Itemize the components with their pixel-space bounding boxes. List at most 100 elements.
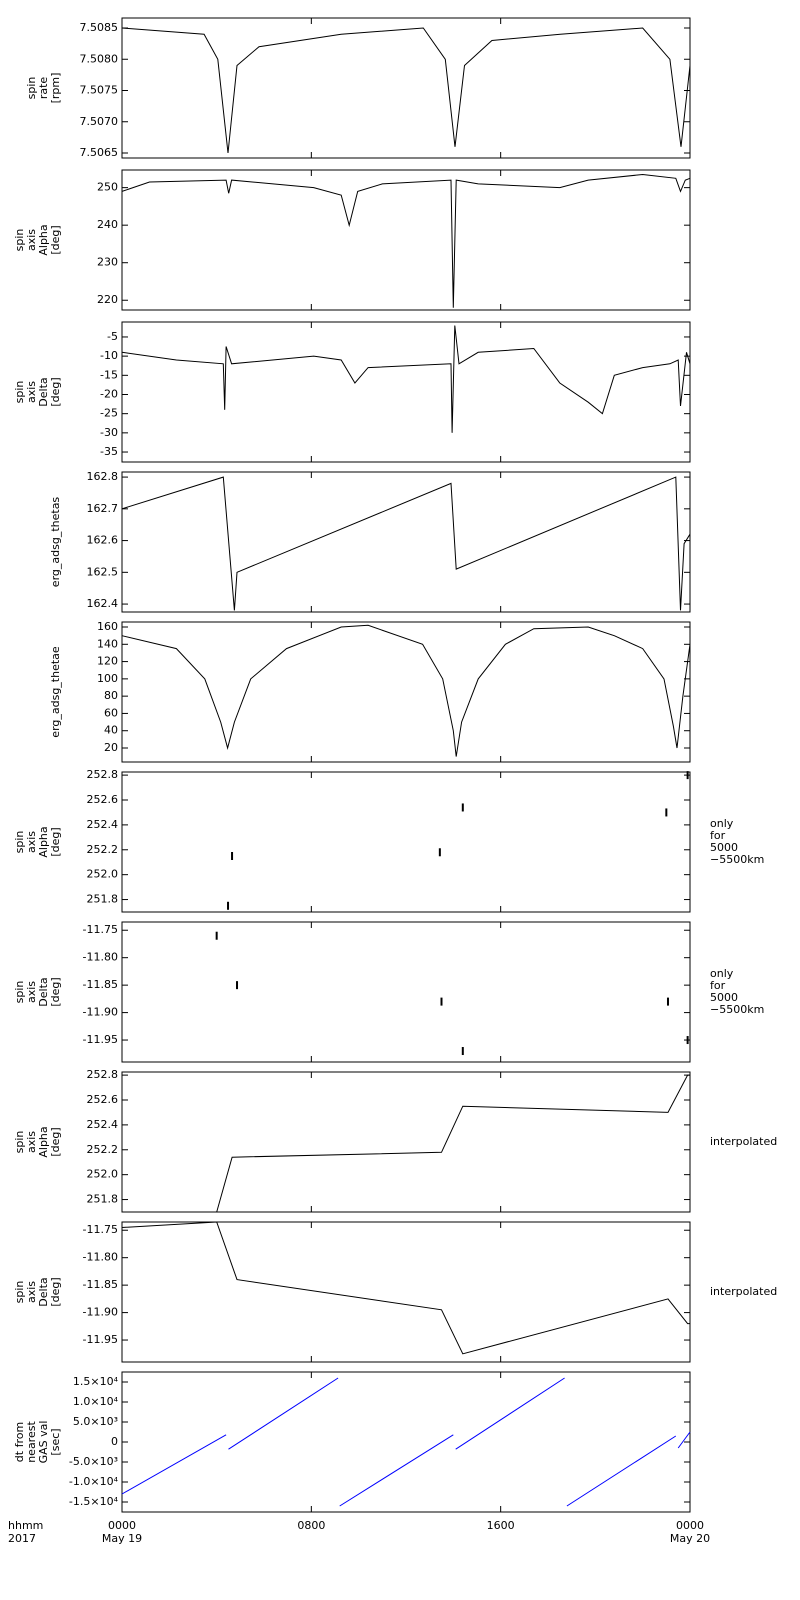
y-axis-label: spin <box>13 1281 26 1304</box>
plot-frame <box>121 1221 691 1363</box>
y-tick-label: 252.0 <box>87 1168 119 1181</box>
y-tick-label: 7.5085 <box>80 21 119 34</box>
y-axis-label: nearest <box>25 1421 38 1463</box>
data-line <box>121 325 691 433</box>
y-axis-label: [sec] <box>49 1428 62 1455</box>
y-tick-label: 252.4 <box>87 1118 119 1131</box>
y-axis-label: Alpha <box>37 224 50 255</box>
y-axis-label: Alpha <box>37 1126 50 1157</box>
y-tick-label: 60 <box>104 706 118 719</box>
data-line <box>121 173 691 308</box>
y-tick-label: -20 <box>100 387 118 400</box>
data-point <box>686 771 689 780</box>
y-tick-label: 252.2 <box>87 1143 119 1156</box>
y-axis-label: erg_adsg_thetae <box>49 646 62 738</box>
data-point <box>665 808 668 817</box>
y-tick-label: 252.4 <box>87 818 119 831</box>
panel-note: 5000 <box>710 841 738 854</box>
y-tick-label: 40 <box>104 724 118 737</box>
data-point <box>461 803 464 812</box>
y-tick-label: -25 <box>100 407 118 420</box>
y-tick-label: 162.7 <box>87 502 119 515</box>
x-tick-label: 0000 <box>676 1519 704 1532</box>
y-tick-label: 220 <box>97 293 118 306</box>
y-axis-label: dt from <box>13 1422 26 1462</box>
data-point <box>440 997 443 1006</box>
y-tick-label: 162.8 <box>87 470 119 483</box>
panel-note: interpolated <box>710 1285 777 1298</box>
data-line <box>121 1377 691 1507</box>
y-tick-label: -11.85 <box>83 1278 118 1291</box>
x-tick-sublabel: May 19 <box>102 1532 142 1545</box>
y-axis-label: Delta <box>37 1277 50 1306</box>
y-tick-label: 20 <box>104 741 118 754</box>
y-tick-label: -11.75 <box>83 923 118 936</box>
y-tick-label: -11.95 <box>83 1333 118 1346</box>
y-tick-label: -11.80 <box>83 1251 118 1264</box>
y-tick-label: 251.8 <box>87 893 119 906</box>
y-axis-label: erg_adsg_thetas <box>49 497 62 588</box>
y-tick-label: 0 <box>111 1435 118 1448</box>
y-tick-label: 162.4 <box>87 597 119 610</box>
y-tick-label: -5.0×10³ <box>69 1455 118 1468</box>
y-tick-label: 230 <box>97 256 118 269</box>
y-tick-label: 252.2 <box>87 843 119 856</box>
y-tick-label: 7.5065 <box>80 146 119 159</box>
panel-note: only <box>710 817 734 830</box>
x-axis-label: hhmm <box>8 1519 43 1532</box>
y-axis-label: axis <box>25 831 38 853</box>
data-point <box>227 901 230 910</box>
data-line <box>121 27 691 154</box>
plot-frame <box>121 621 691 763</box>
y-tick-label: -35 <box>100 445 118 458</box>
y-tick-label: -5 <box>107 330 118 343</box>
panel-note: −5500km <box>710 853 764 866</box>
y-axis-label: axis <box>25 381 38 403</box>
panel-note: −5500km <box>710 1003 764 1016</box>
x-tick-label: 1600 <box>487 1519 515 1532</box>
plot-frame <box>121 1071 691 1213</box>
y-tick-label: 252.6 <box>87 1093 119 1106</box>
y-axis-label: spin <box>13 381 26 404</box>
y-tick-label: -11.95 <box>83 1033 118 1046</box>
y-axis-label: [deg] <box>49 977 62 1006</box>
data-point <box>686 1036 689 1045</box>
y-tick-label: 100 <box>97 672 118 685</box>
data-line <box>216 1074 690 1213</box>
y-axis-label: axis <box>25 1131 38 1153</box>
data-line <box>121 1221 690 1355</box>
plot-frame <box>121 1371 691 1513</box>
y-axis-label: [deg] <box>49 225 62 254</box>
y-axis-label: rate <box>37 77 50 100</box>
plot-frame <box>121 17 691 159</box>
y-tick-label: -11.90 <box>83 1006 118 1019</box>
y-tick-label: 140 <box>97 637 118 650</box>
panel-note: 5000 <box>710 991 738 1004</box>
plot-frame <box>121 471 691 613</box>
panel-note: for <box>710 979 726 992</box>
y-axis-label: [rpm] <box>49 73 62 104</box>
plot-frame <box>121 921 691 1063</box>
x-axis-label: 2017 <box>8 1532 36 1545</box>
y-tick-label: -1.0×10⁴ <box>69 1475 119 1488</box>
panel-note: interpolated <box>710 1135 777 1148</box>
y-axis-label: GAS val <box>37 1421 50 1464</box>
data-point <box>231 852 234 860</box>
plot-frame <box>121 771 691 913</box>
y-tick-label: 252.8 <box>87 768 119 781</box>
plot-frame <box>121 321 691 463</box>
x-tick-label: 0800 <box>297 1519 325 1532</box>
plot-frame <box>121 169 691 311</box>
y-tick-label: 1.0×10⁴ <box>73 1395 119 1408</box>
y-tick-label: 252.8 <box>87 1068 119 1081</box>
y-axis-label: spin <box>25 77 38 100</box>
x-tick-label: 0000 <box>108 1519 136 1532</box>
y-axis-label: axis <box>25 229 38 251</box>
y-tick-label: 251.8 <box>87 1193 119 1206</box>
data-line <box>121 476 691 611</box>
panel-note: only <box>710 967 734 980</box>
y-tick-label: 162.6 <box>87 534 119 547</box>
y-tick-label: -11.85 <box>83 978 118 991</box>
y-tick-label: -11.90 <box>83 1306 118 1319</box>
y-tick-label: 7.5080 <box>80 52 119 65</box>
